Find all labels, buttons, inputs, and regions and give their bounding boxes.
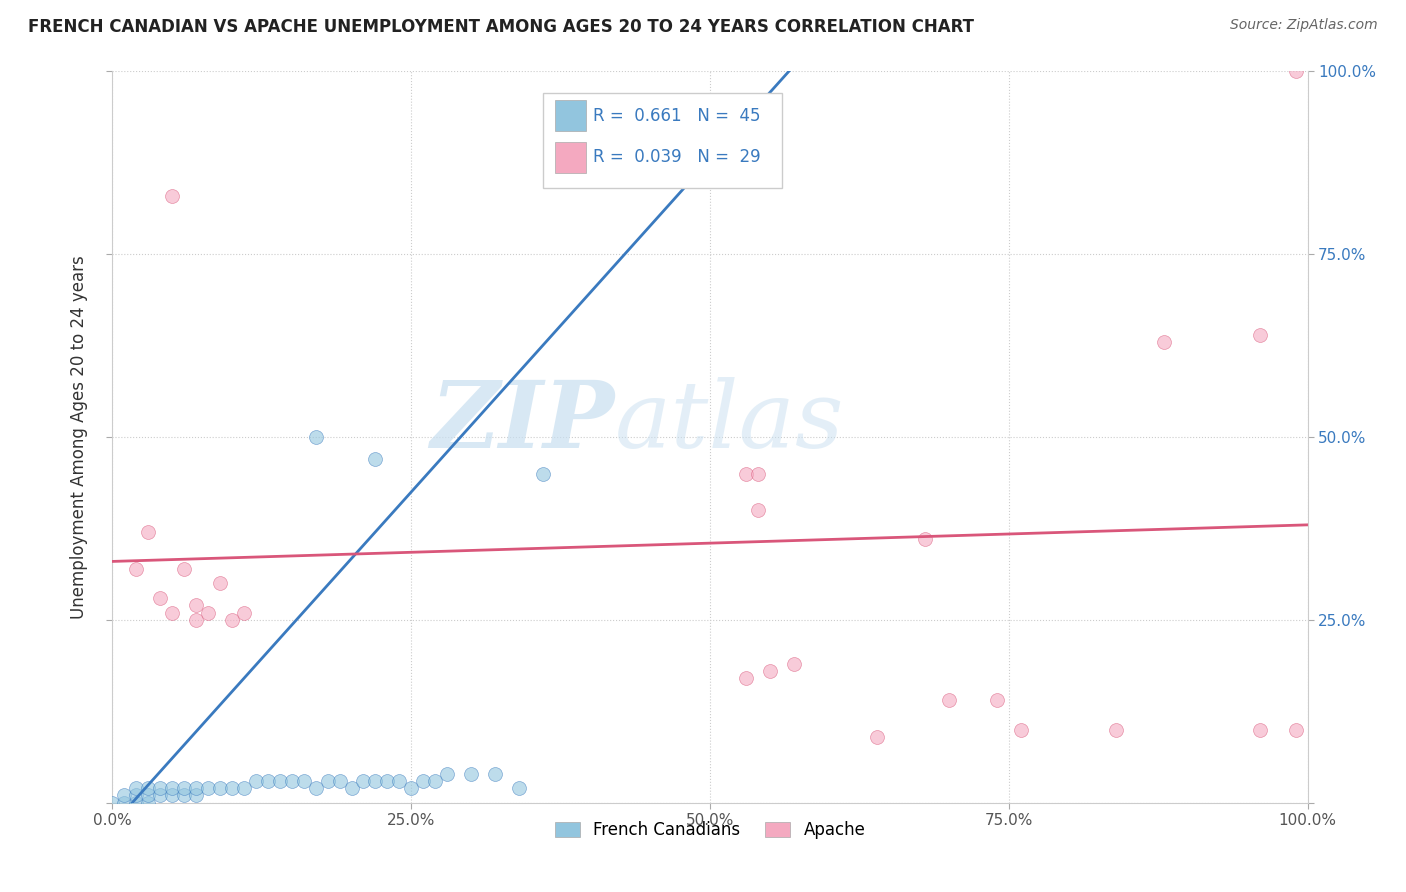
- Point: [186, 613, 208, 627]
- Point: [221, 613, 243, 627]
- Text: R =  0.039   N =  29: R = 0.039 N = 29: [593, 148, 761, 167]
- Point: [221, 781, 243, 796]
- Point: [149, 591, 172, 605]
- Point: [388, 773, 411, 788]
- Point: [914, 533, 936, 547]
- Point: [1249, 327, 1271, 342]
- Point: [377, 773, 399, 788]
- Point: [425, 773, 447, 788]
- Point: [269, 773, 291, 788]
- Point: [340, 781, 363, 796]
- Point: [101, 796, 124, 810]
- Point: [233, 606, 256, 620]
- Point: [186, 599, 208, 613]
- Point: [305, 781, 328, 796]
- Point: [114, 796, 135, 810]
- Point: [759, 664, 782, 678]
- Point: [484, 766, 506, 780]
- Point: [209, 781, 232, 796]
- Text: atlas: atlas: [614, 377, 844, 467]
- Point: [329, 773, 352, 788]
- Point: [747, 503, 769, 517]
- Point: [436, 766, 458, 780]
- Point: [197, 781, 219, 796]
- Point: [1285, 723, 1308, 737]
- Point: [138, 781, 160, 796]
- Point: [1249, 723, 1271, 737]
- Point: [1105, 723, 1128, 737]
- Point: [245, 773, 267, 788]
- Text: ZIP: ZIP: [430, 377, 614, 467]
- Point: [316, 773, 339, 788]
- FancyBboxPatch shape: [543, 94, 782, 188]
- FancyBboxPatch shape: [554, 142, 586, 173]
- Point: [162, 606, 183, 620]
- Point: [986, 693, 1008, 707]
- Point: [292, 773, 315, 788]
- Point: [747, 467, 769, 481]
- Point: [186, 781, 208, 796]
- Point: [138, 525, 160, 540]
- Point: [138, 796, 160, 810]
- Point: [735, 467, 758, 481]
- Point: [186, 789, 208, 803]
- Point: [412, 773, 434, 788]
- Point: [162, 781, 183, 796]
- Legend: French Canadians, Apache: French Canadians, Apache: [548, 814, 872, 846]
- Point: [125, 789, 148, 803]
- Point: [1153, 334, 1175, 349]
- Point: [938, 693, 960, 707]
- Text: Source: ZipAtlas.com: Source: ZipAtlas.com: [1230, 18, 1378, 32]
- Point: [233, 781, 256, 796]
- Point: [508, 781, 530, 796]
- Point: [209, 576, 232, 591]
- Point: [125, 562, 148, 576]
- Point: [866, 730, 889, 744]
- Y-axis label: Unemployment Among Ages 20 to 24 years: Unemployment Among Ages 20 to 24 years: [70, 255, 89, 619]
- Point: [460, 766, 482, 780]
- Point: [114, 789, 135, 803]
- Point: [257, 773, 280, 788]
- Point: [138, 789, 160, 803]
- Point: [401, 781, 423, 796]
- Point: [735, 672, 758, 686]
- Point: [125, 796, 148, 810]
- Point: [1010, 723, 1032, 737]
- Point: [125, 781, 148, 796]
- Point: [364, 773, 387, 788]
- Point: [149, 781, 172, 796]
- Point: [149, 789, 172, 803]
- Text: R =  0.661   N =  45: R = 0.661 N = 45: [593, 106, 761, 125]
- Point: [782, 657, 804, 671]
- Point: [197, 606, 219, 620]
- FancyBboxPatch shape: [554, 100, 586, 131]
- Point: [531, 467, 554, 481]
- Point: [173, 789, 195, 803]
- Point: [162, 188, 183, 202]
- Text: FRENCH CANADIAN VS APACHE UNEMPLOYMENT AMONG AGES 20 TO 24 YEARS CORRELATION CHA: FRENCH CANADIAN VS APACHE UNEMPLOYMENT A…: [28, 18, 974, 36]
- Point: [305, 430, 328, 444]
- Point: [352, 773, 374, 788]
- Point: [162, 789, 183, 803]
- Point: [173, 562, 195, 576]
- Point: [1285, 64, 1308, 78]
- Point: [173, 781, 195, 796]
- Point: [364, 452, 387, 467]
- Point: [759, 101, 782, 115]
- Point: [281, 773, 304, 788]
